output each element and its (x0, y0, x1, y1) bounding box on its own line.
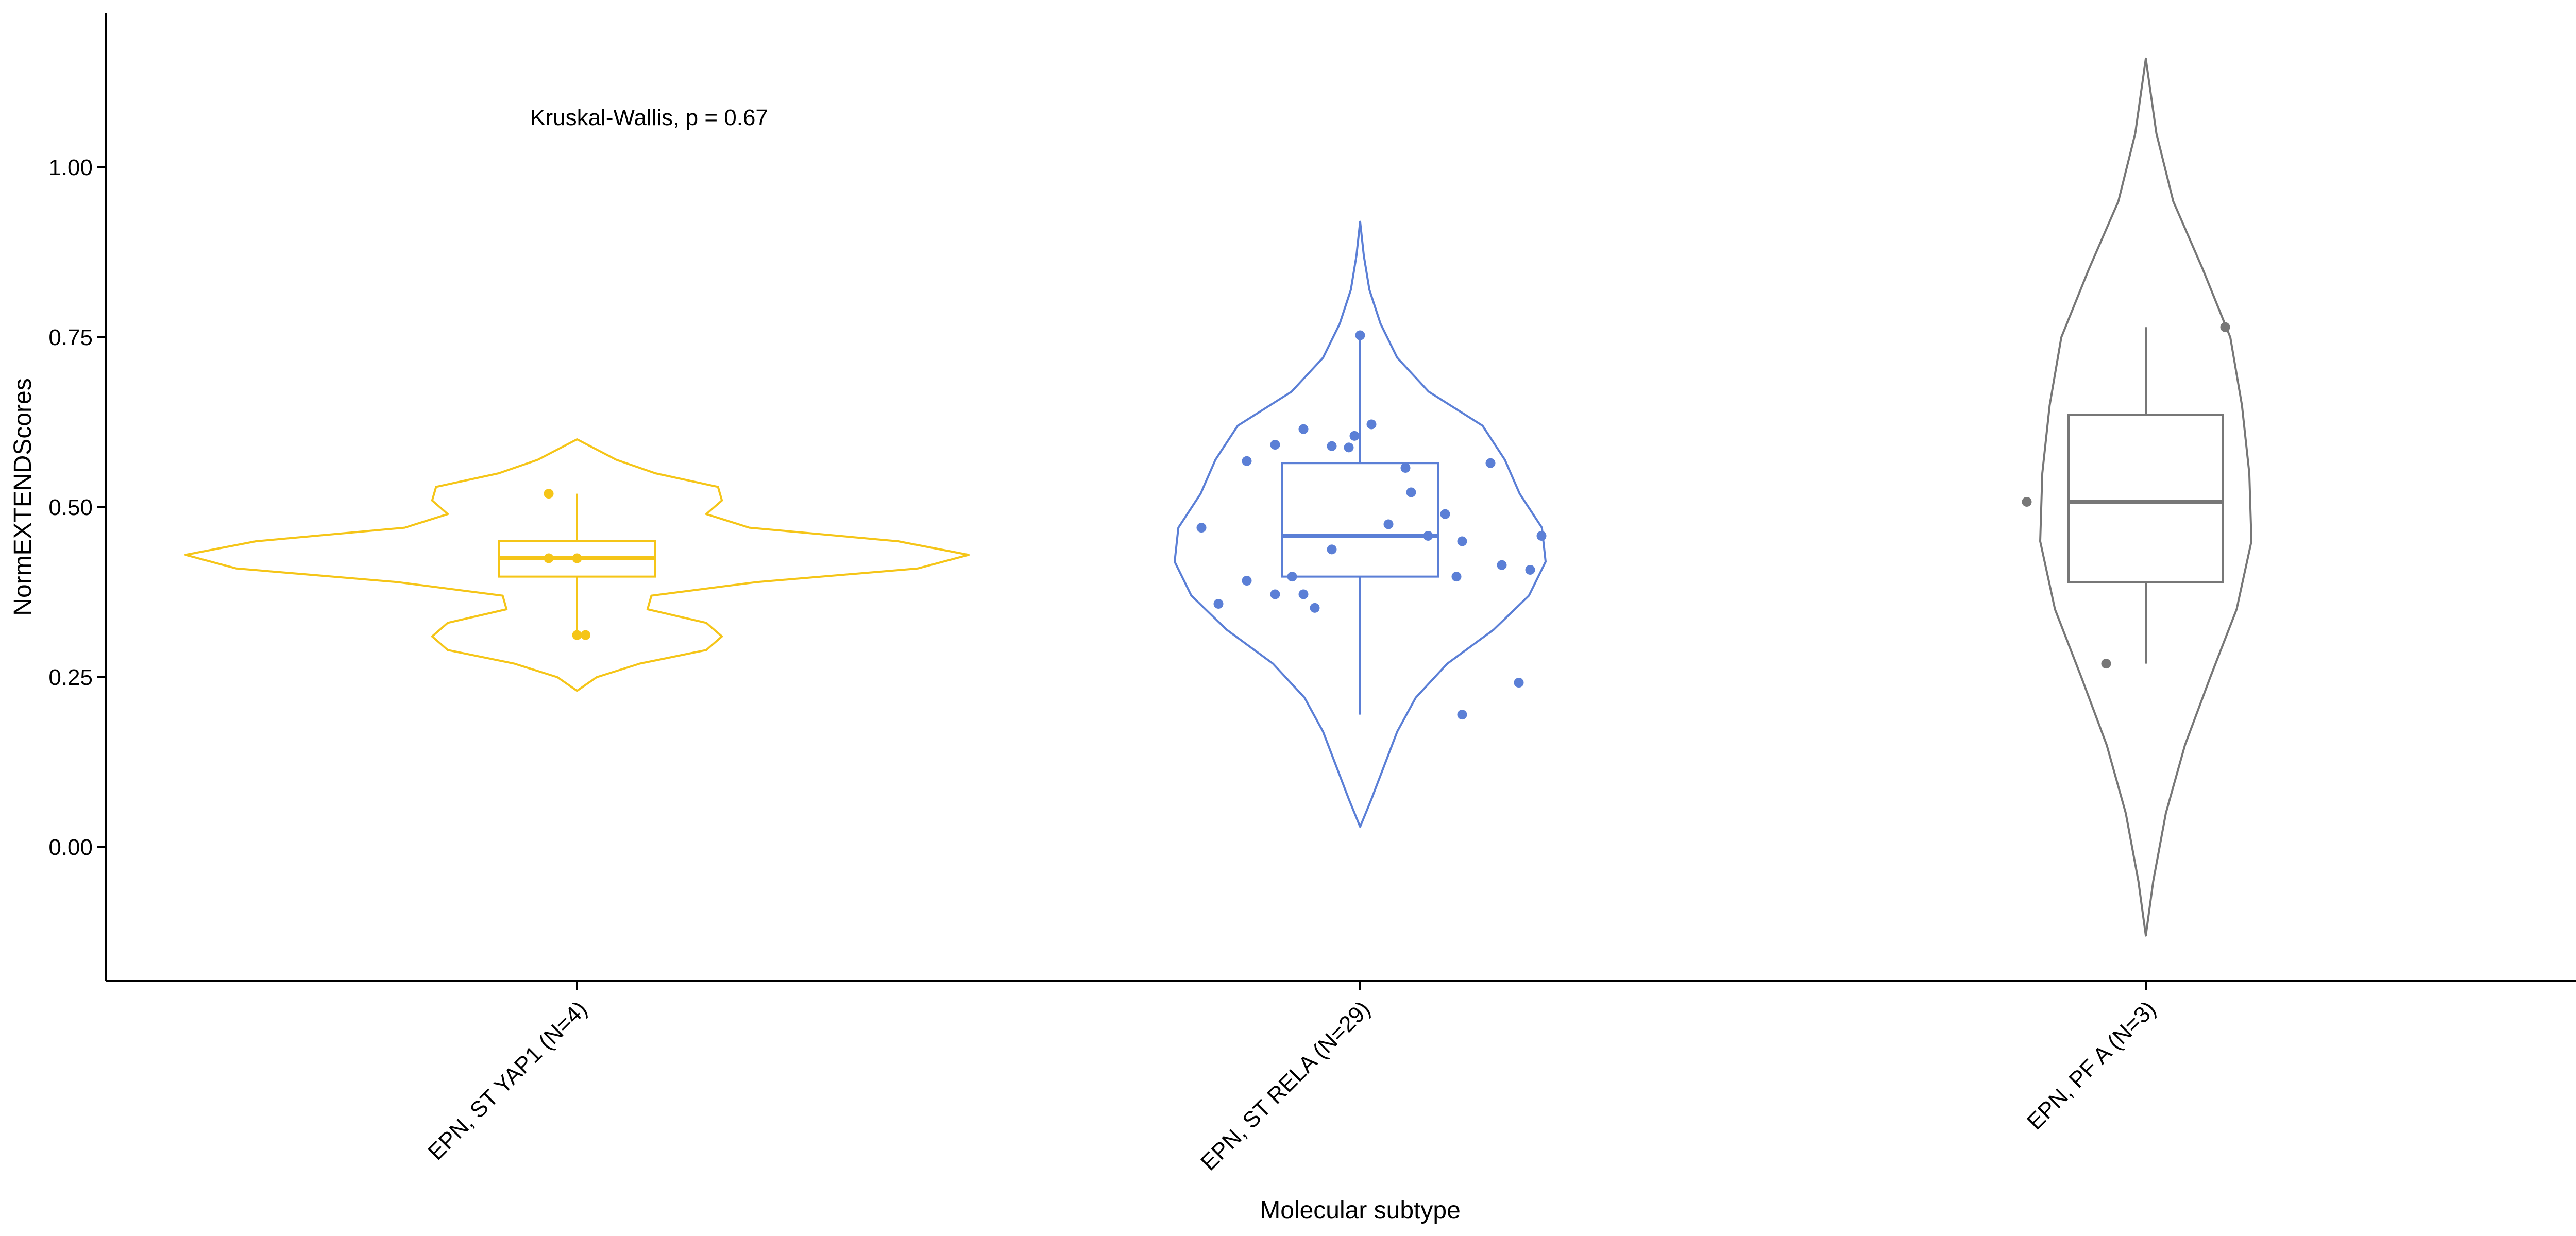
data-point (1327, 441, 1337, 451)
data-point (1457, 710, 1467, 720)
data-point (1270, 440, 1280, 450)
x-tick-label: EPN, ST RELA (N=29) (1196, 996, 1375, 1175)
data-point (1287, 572, 1297, 582)
data-point (1423, 530, 1433, 541)
data-point (1298, 424, 1309, 434)
boxplots-layer (498, 327, 2224, 715)
y-axis-title: NormEXTENDScores (9, 378, 37, 615)
data-point (2101, 659, 2111, 669)
data-point (1536, 530, 1547, 541)
data-point (1451, 572, 1462, 582)
data-point (2220, 322, 2230, 332)
box-3 (2067, 414, 2224, 583)
points-layer (544, 322, 2230, 720)
data-point (1406, 487, 1416, 497)
data-point (1298, 589, 1309, 599)
data-point (1196, 523, 1207, 533)
data-point (1457, 536, 1467, 546)
data-point (544, 553, 554, 563)
data-point (1349, 431, 1360, 441)
y-tick-label: 1.00 (48, 155, 93, 180)
data-point (572, 553, 582, 563)
data-point (1485, 458, 1496, 468)
x-tick-label: EPN, ST YAP1 (N=4) (423, 996, 592, 1165)
data-point (1525, 564, 1535, 575)
data-point (1383, 519, 1394, 529)
x-axis-title: Molecular subtype (1260, 1197, 1461, 1224)
y-tick-label: 0.50 (48, 495, 93, 520)
data-point (1344, 442, 1354, 453)
data-point (1213, 598, 1224, 609)
data-point (1355, 330, 1365, 340)
data-point (1242, 456, 1252, 466)
y-tick-label: 0.75 (48, 325, 93, 350)
y-tick-label: 0.00 (48, 835, 93, 860)
data-point (1310, 603, 1320, 613)
annotation-text: Kruskal-Wallis, p = 0.67 (530, 105, 768, 130)
data-point (1270, 589, 1280, 599)
x-ticks: EPN, ST YAP1 (N=4) EPN, ST RELA (N=29) EPN… (423, 981, 2161, 1175)
violin-1 (184, 438, 970, 692)
x-tick-label: EPN, PF A (N=3) (2022, 996, 2161, 1135)
data-point (1327, 544, 1337, 555)
violin-3 (2039, 57, 2252, 937)
y-tick-label: 0.25 (48, 665, 93, 690)
data-point (1400, 462, 1411, 473)
box-2 (1281, 462, 1439, 578)
data-point (1497, 560, 1507, 570)
violin-2 (1174, 220, 1547, 828)
data-point (1366, 419, 1377, 430)
data-point (572, 630, 582, 640)
data-point (1514, 678, 1524, 688)
data-point (544, 489, 554, 499)
y-ticks: 0.00 0.25 0.50 0.75 1.00 (48, 155, 106, 860)
data-point (1242, 576, 1252, 586)
data-point (1440, 509, 1450, 519)
violins-layer (184, 57, 2252, 937)
data-point (2022, 496, 2032, 507)
data-point (581, 630, 590, 640)
